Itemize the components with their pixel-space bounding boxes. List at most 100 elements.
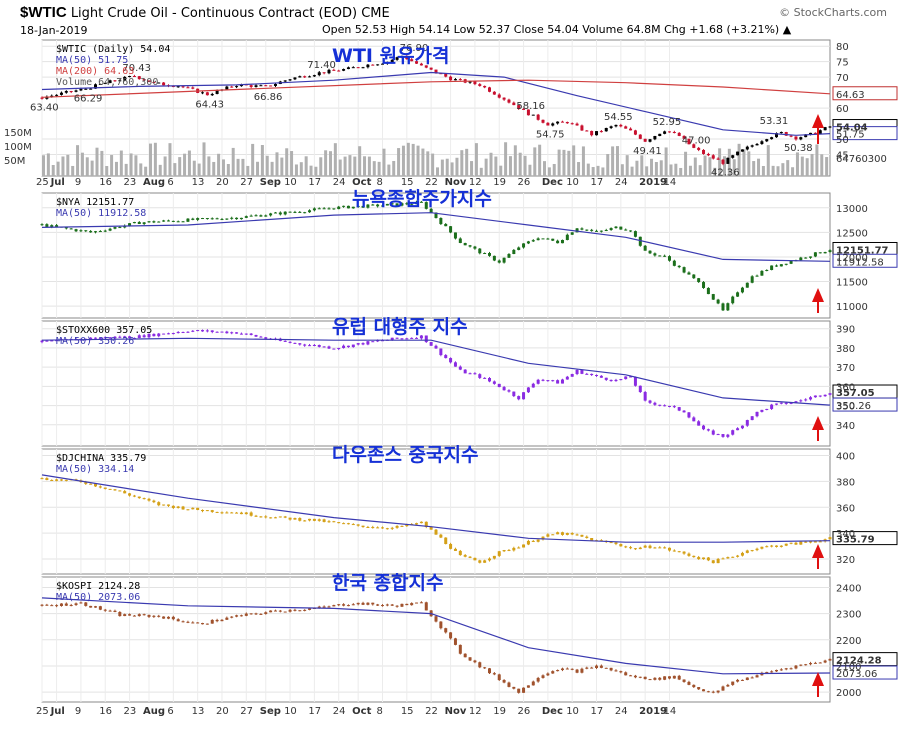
y-tick-label: 60 <box>836 104 849 115</box>
last-value-label: 12151.77 <box>836 245 889 256</box>
price-candle <box>283 80 287 82</box>
volume-bar <box>343 156 347 176</box>
price-candle <box>98 606 102 610</box>
price-candle <box>249 333 253 335</box>
price-candle <box>410 204 414 206</box>
price-candle <box>818 130 822 134</box>
price-candle <box>84 602 88 606</box>
price-candle <box>400 525 404 527</box>
price-candle <box>692 684 696 688</box>
annotation-label: 47.00 <box>682 135 711 146</box>
price-candle <box>293 77 297 80</box>
x-tick-label: 25 <box>36 177 49 188</box>
y-tick-label: 370 <box>836 363 855 374</box>
volume-bar <box>722 156 726 176</box>
volume-bar <box>217 153 221 176</box>
volume-bar <box>625 155 629 176</box>
price-candle <box>580 228 584 230</box>
price-candle <box>595 230 599 232</box>
price-candle <box>590 667 594 669</box>
price-candle <box>337 604 341 606</box>
price-candle <box>643 245 647 251</box>
volume-bar <box>630 166 634 176</box>
price-candle <box>488 668 492 674</box>
price-candle <box>380 63 384 65</box>
price-candle <box>595 665 599 669</box>
price-candle <box>828 126 832 128</box>
volume-bar <box>251 143 255 176</box>
price-candle <box>779 545 783 547</box>
price-candle <box>89 337 93 340</box>
volume-bar <box>105 166 109 176</box>
price-candle <box>633 376 637 386</box>
price-candle <box>706 691 710 693</box>
x-tick-label: 17 <box>308 706 321 717</box>
price-candle <box>94 483 98 487</box>
volume-last-label: 64760300 <box>836 154 887 165</box>
price-candle <box>726 157 730 164</box>
price-candle <box>590 538 594 541</box>
volume-bar <box>591 167 595 176</box>
price-candle <box>337 347 341 349</box>
price-candle <box>813 395 817 398</box>
price-candle <box>653 677 657 680</box>
price-candle <box>283 516 287 518</box>
price-candle <box>799 257 803 261</box>
price-candle <box>186 509 190 511</box>
y-tick-label: 2000 <box>836 688 861 699</box>
price-candle <box>677 132 681 136</box>
legend-entry: MA(50) 51.75 <box>56 55 128 66</box>
price-candle <box>337 206 341 210</box>
price-candle <box>376 204 380 207</box>
price-candle <box>711 560 715 564</box>
price-candle <box>191 330 195 332</box>
price-candle <box>395 57 399 60</box>
price-candle <box>361 602 365 605</box>
volume-bar <box>635 160 639 176</box>
price-candle <box>283 211 287 215</box>
price-candle <box>366 64 370 68</box>
price-candle <box>609 126 613 128</box>
price-candle <box>633 675 637 678</box>
price-candle <box>526 109 530 116</box>
legend-entry: MA(50) 2073.06 <box>56 592 140 603</box>
price-candle <box>351 206 355 209</box>
price-candle <box>103 337 107 339</box>
price-candle <box>171 220 175 222</box>
price-candle <box>303 520 307 522</box>
price-candle <box>152 82 156 84</box>
price-candle <box>560 121 564 123</box>
volume-bar <box>791 167 795 176</box>
price-candle <box>220 619 224 622</box>
price-candle <box>137 614 141 617</box>
price-candle <box>55 479 59 481</box>
price-candle <box>760 409 764 412</box>
price-candle <box>804 399 808 401</box>
price-candle <box>721 303 725 311</box>
x-tick-label: 19 <box>493 177 506 188</box>
price-candle <box>351 67 355 69</box>
price-candle <box>488 558 492 561</box>
price-candle <box>361 205 365 208</box>
x-tick-label: 6 <box>167 177 173 188</box>
exchange: CME <box>361 6 390 21</box>
price-candle <box>254 215 258 217</box>
price-candle <box>551 534 555 536</box>
price-candle <box>463 369 467 374</box>
price-candle <box>731 681 735 685</box>
price-candle <box>449 543 453 549</box>
price-candle <box>230 332 234 334</box>
volume-bar <box>465 148 469 176</box>
price-candle <box>137 335 141 339</box>
price-candle <box>390 59 394 62</box>
price-candle <box>419 201 423 203</box>
price-candle <box>799 400 803 402</box>
volume-axis-label: 150M <box>4 128 32 139</box>
price-candle <box>614 670 618 672</box>
moving-average-line <box>41 337 831 406</box>
volume-bar <box>95 147 99 176</box>
price-candle <box>711 155 715 159</box>
price-candle <box>580 369 584 374</box>
price-candle <box>731 430 735 435</box>
annotation-label: 54.75 <box>536 129 565 140</box>
